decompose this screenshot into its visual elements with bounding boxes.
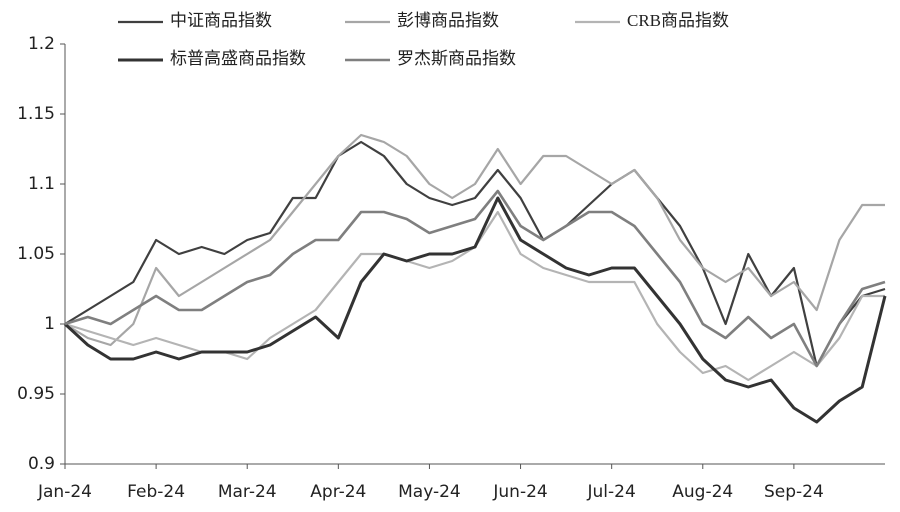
y-tick-label: 1.1 <box>28 174 55 194</box>
legend-label: 彭博商品指数 <box>397 11 499 30</box>
x-tick-label: Feb-24 <box>127 482 185 502</box>
y-tick-label: 1.15 <box>17 104 55 124</box>
y-tick-label: 1.2 <box>28 34 55 54</box>
x-tick-label: Jul-24 <box>587 482 636 502</box>
x-tick-label: Jan-24 <box>37 482 92 502</box>
x-tick-label: Apr-24 <box>310 482 366 502</box>
x-tick-label: Aug-24 <box>672 482 733 502</box>
x-tick-label: Mar-24 <box>218 482 277 502</box>
y-tick-label: 0.95 <box>17 384 55 404</box>
x-tick-label: Sep-24 <box>764 482 824 502</box>
y-tick-label: 0.9 <box>28 454 55 474</box>
series-line <box>64 133 885 347</box>
y-tick-label: 1.05 <box>17 244 55 264</box>
x-tick-label: May-24 <box>398 482 461 502</box>
legend-label: CRB商品指数 <box>627 11 729 30</box>
legend-label: 中证商品指数 <box>170 11 272 30</box>
y-tick-label: 1 <box>44 314 55 334</box>
legend-label: 标普高盛商品指数 <box>170 49 306 68</box>
series-line <box>64 189 886 368</box>
series-line <box>64 140 886 368</box>
x-tick-label: Jun-24 <box>492 482 547 502</box>
series-line <box>63 196 887 424</box>
legend-label: 罗杰斯商品指数 <box>397 49 516 68</box>
